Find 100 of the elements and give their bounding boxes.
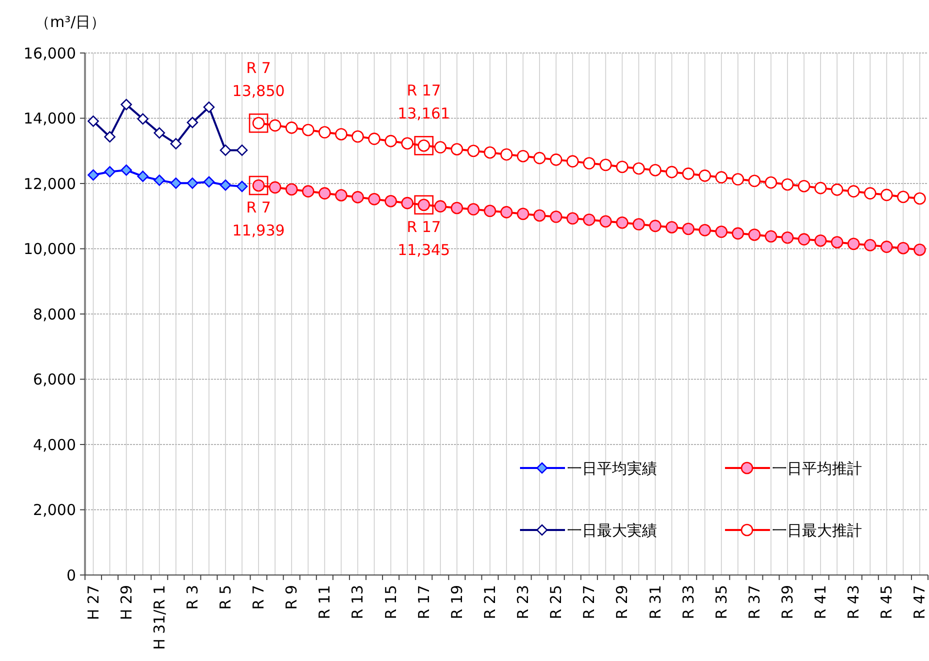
point [484, 146, 496, 159]
x-tick-label: R 5 [216, 585, 234, 610]
point [516, 150, 530, 162]
point [500, 148, 513, 161]
point [682, 168, 694, 180]
point [236, 180, 248, 192]
point [434, 200, 447, 212]
y-axis-title: （m³/日） [35, 13, 106, 31]
point [368, 193, 380, 206]
point [830, 236, 844, 248]
annotation: R 17 11,345 [398, 218, 450, 259]
point [748, 228, 761, 241]
point [880, 240, 893, 253]
point [88, 116, 99, 127]
x-tick-label: R 27 [580, 585, 598, 620]
x-tick-label: R 17 [414, 585, 433, 620]
point [600, 158, 612, 172]
point [682, 222, 694, 235]
x-tick-label: R 39 [778, 585, 796, 620]
point [582, 214, 596, 226]
point [798, 233, 810, 246]
legend-label: 一日最大実績 [567, 521, 657, 540]
point [170, 178, 182, 189]
point [268, 119, 282, 132]
point [864, 239, 876, 252]
point [566, 155, 579, 168]
point [401, 137, 414, 150]
point [732, 173, 744, 186]
y-tick-label: 8,000 [33, 305, 76, 324]
point [203, 102, 215, 113]
point [897, 242, 910, 254]
point [715, 171, 728, 184]
x-tick-label: R 9 [282, 585, 301, 610]
annotation: R 7 13,850 [232, 59, 285, 100]
point [632, 162, 645, 175]
x-tick-label: R 3 [183, 585, 202, 610]
point [748, 174, 761, 188]
point [764, 230, 778, 242]
x-tick-label: H 31/R 1 [150, 585, 168, 650]
point [616, 160, 628, 173]
x-tick-label: R 31 [646, 585, 664, 620]
x-tick-label: R 21 [480, 585, 499, 620]
point [649, 220, 662, 232]
y-tick-label: 14,000 [24, 110, 76, 128]
point [550, 154, 562, 166]
point [450, 202, 464, 214]
point [120, 98, 132, 110]
point [186, 116, 198, 128]
x-tick-label: H 27 [84, 585, 102, 620]
point [335, 128, 348, 140]
point [154, 174, 166, 186]
point [582, 157, 596, 170]
point [600, 215, 612, 228]
point [203, 176, 215, 188]
x-tick-label: R 41 [812, 585, 830, 620]
point [352, 130, 364, 143]
point [384, 194, 397, 208]
x-tick-label: R 25 [547, 585, 566, 620]
x-tick-label: R 43 [844, 585, 863, 620]
annotation: R 7 11,939 [232, 198, 285, 240]
point [781, 232, 794, 244]
x-tick-label: R 11 [316, 585, 334, 620]
legend-label: 一日最大推計 [772, 521, 862, 540]
point [880, 188, 893, 202]
point [170, 138, 182, 150]
point [914, 244, 926, 256]
point [666, 221, 678, 234]
point [698, 170, 712, 182]
point [616, 216, 628, 229]
point [649, 164, 662, 176]
point [434, 141, 447, 154]
x-tick-label: R 13 [348, 585, 367, 620]
point [500, 206, 513, 218]
point [467, 203, 480, 216]
y-tick-label: 12,000 [24, 174, 76, 193]
point [632, 218, 645, 230]
point [220, 179, 232, 191]
point [352, 191, 364, 204]
point [318, 126, 331, 138]
x-tick-label: R 47 [910, 585, 929, 620]
point [120, 164, 132, 176]
point [814, 182, 827, 194]
legend-label: 一日平均実績 [567, 459, 657, 478]
point [302, 185, 314, 198]
point [914, 192, 926, 205]
x-tick-label: R 23 [514, 585, 532, 620]
point [666, 166, 678, 178]
point [847, 185, 860, 198]
point [236, 144, 248, 156]
legend-label: 一日平均推計 [772, 459, 862, 478]
point [88, 169, 99, 181]
point [368, 132, 380, 145]
point [401, 196, 414, 210]
point [715, 226, 728, 238]
y-tick-label: 4,000 [33, 436, 76, 454]
point [335, 189, 348, 202]
point [302, 124, 314, 136]
point [847, 238, 860, 250]
x-tick-label: R 37 [745, 585, 764, 620]
x-tick-label: R 35 [712, 585, 730, 620]
